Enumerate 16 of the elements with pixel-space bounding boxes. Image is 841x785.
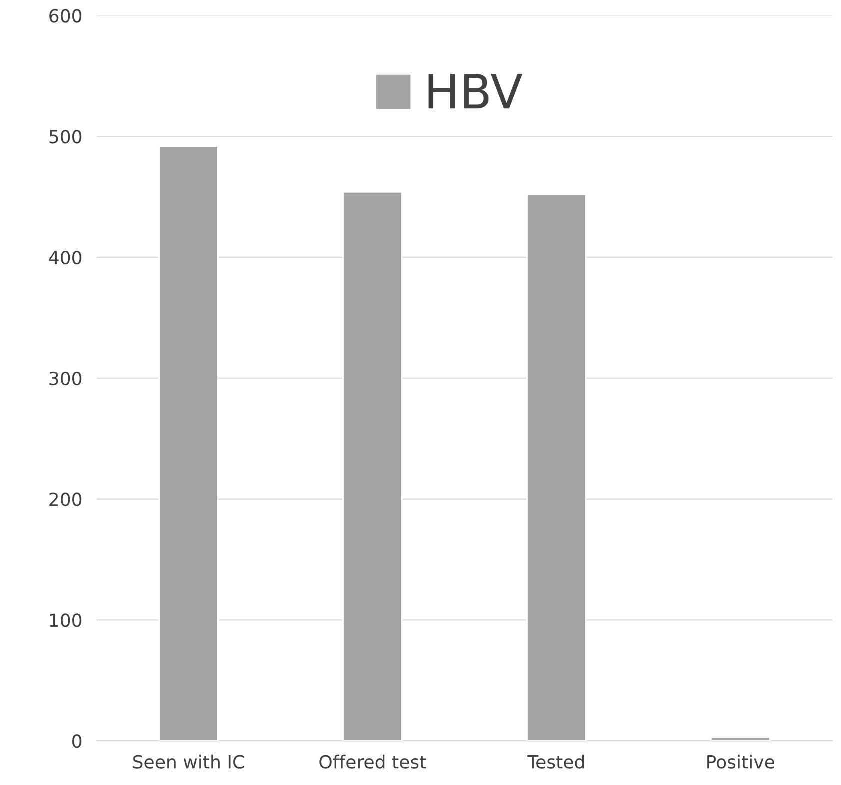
bar xyxy=(342,192,403,742)
y-tick-label: 300 xyxy=(50,372,82,386)
y-tick-label: 500 xyxy=(50,130,82,144)
y-tick-label: 600 xyxy=(50,9,82,23)
x-tick-label: Offered test xyxy=(320,754,426,769)
bar xyxy=(526,194,587,742)
bar xyxy=(158,146,219,742)
legend-label: HBV xyxy=(428,74,523,109)
x-tick-label: Positive xyxy=(708,754,774,769)
x-tick-label: Tested xyxy=(528,754,584,769)
x-tick-label: Seen with IC xyxy=(133,754,244,769)
bar xyxy=(710,736,771,742)
y-tick-label: 200 xyxy=(50,492,82,506)
y-tick-label: 400 xyxy=(49,250,82,265)
y-tick-label: 0 xyxy=(72,734,82,748)
y-tick-label: 100 xyxy=(50,614,82,628)
